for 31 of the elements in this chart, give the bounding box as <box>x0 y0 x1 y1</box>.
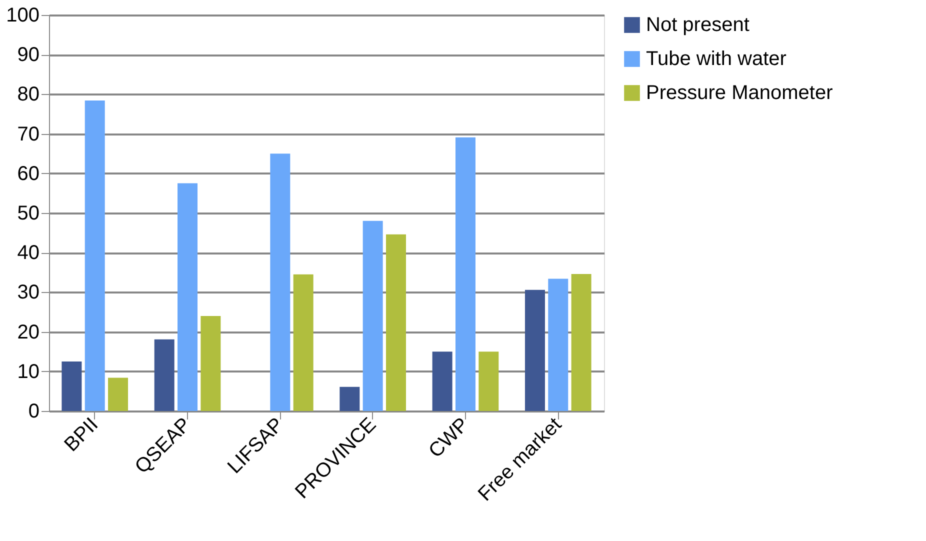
bar <box>455 137 476 411</box>
bar <box>62 362 82 411</box>
bar <box>108 378 128 411</box>
legend-label: Pressure Manometer <box>646 82 834 104</box>
bar <box>524 290 545 411</box>
y-tick-label: 20 <box>17 321 40 344</box>
y-tick-label: 40 <box>17 242 40 264</box>
bar <box>386 234 406 411</box>
bar <box>293 274 314 411</box>
y-tick-label: 50 <box>17 202 40 224</box>
bar <box>84 100 105 411</box>
bar <box>478 352 499 411</box>
bar <box>432 352 452 411</box>
bar <box>548 278 568 411</box>
bar <box>178 183 198 411</box>
legend-label: Not present <box>646 14 750 36</box>
bar <box>154 339 174 411</box>
bar <box>340 386 360 411</box>
bar <box>362 220 383 411</box>
y-tick-label: 30 <box>17 282 40 304</box>
y-tick-label: 60 <box>17 162 40 185</box>
bar <box>270 154 290 411</box>
bar <box>571 274 592 411</box>
y-tick-label: 10 <box>17 360 40 383</box>
y-tick-label: 90 <box>17 44 40 66</box>
legend-label: Tube with water <box>646 48 787 70</box>
y-tick-label: 0 <box>28 400 40 422</box>
bar <box>200 316 221 411</box>
y-tick-label: 70 <box>17 123 40 146</box>
y-tick-label: 80 <box>17 84 40 106</box>
y-tick-label: 100 <box>6 4 40 26</box>
